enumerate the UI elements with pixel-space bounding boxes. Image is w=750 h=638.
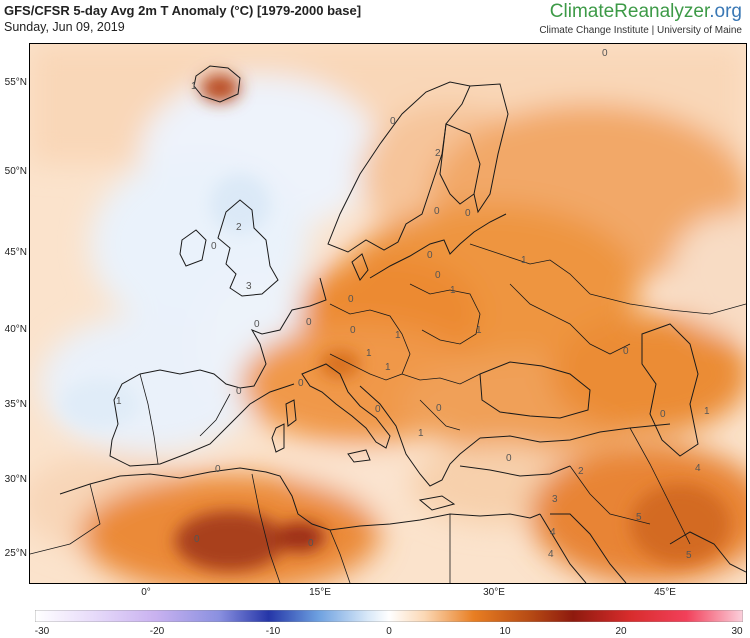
colorbar-tick: 30: [731, 626, 743, 637]
contour-label: 4: [695, 463, 701, 474]
contour-label: 2: [578, 466, 584, 477]
contour-label: 0: [390, 116, 396, 127]
contour-label: 0: [211, 241, 217, 252]
colorbar: [35, 610, 743, 622]
contour-label: 1: [366, 348, 372, 359]
contour-label: 0: [236, 386, 242, 397]
contour-label: 3: [552, 494, 558, 505]
anomaly-map[interactable]: 0 1 0 2 2 0 3 0 0 1 0 1 0 1 0 1 0 0 0 0 …: [29, 43, 747, 584]
contour-label: 1: [704, 406, 710, 417]
contour-label: 0: [348, 294, 354, 305]
map-title: GFS/CFSR 5-day Avg 2m T Anomaly (°C) [19…: [4, 3, 362, 18]
contour-label: 1: [191, 81, 197, 92]
contour-label: 1: [521, 255, 527, 266]
contour-label: 2: [435, 148, 441, 159]
lat-label: 35°N: [4, 399, 27, 410]
contour-labels: 0 1 0 2 2 0 3 0 0 1 0 1 0 1 0 1 0 0 0 0 …: [116, 48, 710, 561]
lat-label: 40°N: [4, 324, 27, 335]
contour-label: 5: [686, 550, 692, 561]
brand-tld: .org: [709, 1, 742, 22]
contour-label: 4: [548, 549, 554, 560]
map-date: Sunday, Jun 09, 2019: [4, 20, 125, 34]
lon-label: 30°E: [483, 587, 505, 598]
lon-label: 0°: [141, 587, 151, 598]
contour-label: 1: [450, 285, 456, 296]
contour-label: 0: [375, 404, 381, 415]
contour-label: 2: [236, 222, 242, 233]
map-svg: 0 1 0 2 2 0 3 0 0 1 0 1 0 1 0 1 0 0 0 0 …: [30, 44, 746, 583]
contour-label: 0: [350, 325, 356, 336]
lat-label: 50°N: [4, 166, 27, 177]
contour-label: 1: [476, 325, 482, 336]
contour-label: 0: [623, 346, 629, 357]
lat-label: 25°N: [4, 548, 27, 559]
colorbar-tick: -20: [149, 626, 165, 637]
contour-label: 0: [215, 464, 221, 475]
contour-label: 3: [246, 281, 252, 292]
lat-label: 55°N: [4, 77, 27, 88]
contour-label: 0: [465, 208, 471, 219]
contour-label: 0: [306, 317, 312, 328]
contour-label: 0: [427, 250, 433, 261]
contour-label: 0: [436, 403, 442, 414]
lon-label: 15°E: [309, 587, 331, 598]
colorbar-tick: -30: [34, 626, 50, 637]
lat-label: 30°N: [4, 474, 27, 485]
brand-affiliation: Climate Change Institute | University of…: [539, 25, 742, 36]
coastlines: [59, 65, 746, 583]
lon-label: 45°E: [654, 587, 676, 598]
contour-label: 1: [116, 396, 122, 407]
brand-logo-text[interactable]: ClimateReanalyzer.org: [550, 1, 742, 23]
colorbar-gradient: [35, 610, 743, 622]
colorbar-tick: 0: [386, 626, 392, 637]
brand-name: ClimateReanalyzer: [549, 1, 710, 22]
contour-label: 5: [636, 512, 642, 523]
contour-label: 1: [395, 330, 401, 341]
contour-label: 0: [254, 319, 260, 330]
contour-label: 1: [418, 428, 424, 439]
lat-label: 45°N: [4, 247, 27, 258]
country-borders: [30, 243, 746, 583]
contour-label: 4: [550, 527, 556, 538]
contour-label: 0: [602, 48, 608, 59]
contour-label: 0: [194, 534, 200, 545]
colorbar-tick: 10: [499, 626, 511, 637]
contour-label: 0: [506, 453, 512, 464]
contour-label: 0: [308, 538, 314, 549]
contour-label: 0: [298, 378, 304, 389]
colorbar-tick: 20: [615, 626, 627, 637]
contour-label: 1: [385, 362, 391, 373]
contour-label: 0: [660, 409, 666, 420]
contour-label: 0: [434, 206, 440, 217]
colorbar-tick: -10: [265, 626, 281, 637]
contour-label: 0: [435, 270, 441, 281]
